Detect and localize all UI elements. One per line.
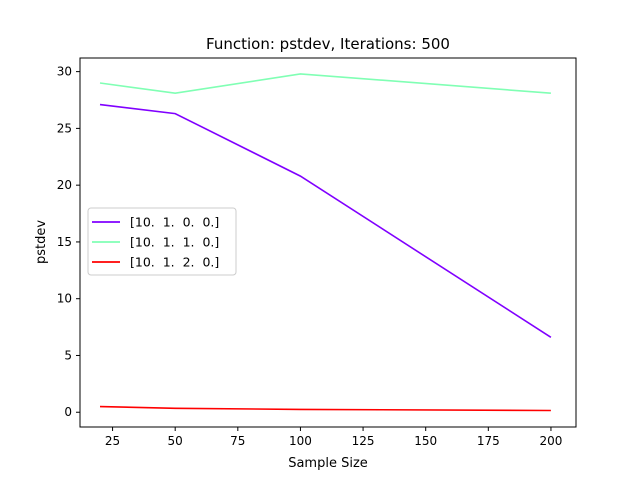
legend-label-3: [10. 1. 2. 0.] [130,255,219,270]
series-line-2 [99,73,551,95]
y-tick-label: 10 [57,292,72,306]
y-tick-label: 25 [57,121,72,135]
chart-title: Function: pstdev, Iterations: 500 [206,35,450,53]
x-axis: 25 50 75 100 125 150 175 200 [105,427,562,448]
series-line-1 [99,103,552,338]
x-tick-label: 25 [105,434,120,448]
y-axis: 0 5 10 15 20 25 30 [57,65,80,419]
y-tick-label: 30 [57,65,72,79]
legend-label-1: [10. 1. 0. 0.] [130,215,219,230]
y-tick-label: 20 [57,178,72,192]
x-tick-label: 50 [168,434,183,448]
x-tick-label: 125 [352,434,375,448]
legend-box [87,207,237,276]
y-tick-label: 0 [64,405,72,419]
x-tick-label: 150 [414,434,437,448]
y-tick-label: 5 [64,348,72,362]
legend: [10. 1. 0. 0.] [10. 1. 1. 0.] [10. 1. 2. 0… [87,207,237,276]
x-axis-label: Sample Size [288,456,368,471]
x-tick-label: 175 [477,434,500,448]
series-lines [99,73,552,412]
x-tick-label: 75 [230,434,245,448]
x-tick-label: 100 [289,434,312,448]
series-line-3 [99,405,551,412]
legend-label-2: [10. 1. 1. 0.] [130,235,219,250]
y-axis-label: pstdev [34,220,49,264]
y-tick-label: 15 [57,235,72,249]
x-tick-label: 200 [539,434,562,448]
